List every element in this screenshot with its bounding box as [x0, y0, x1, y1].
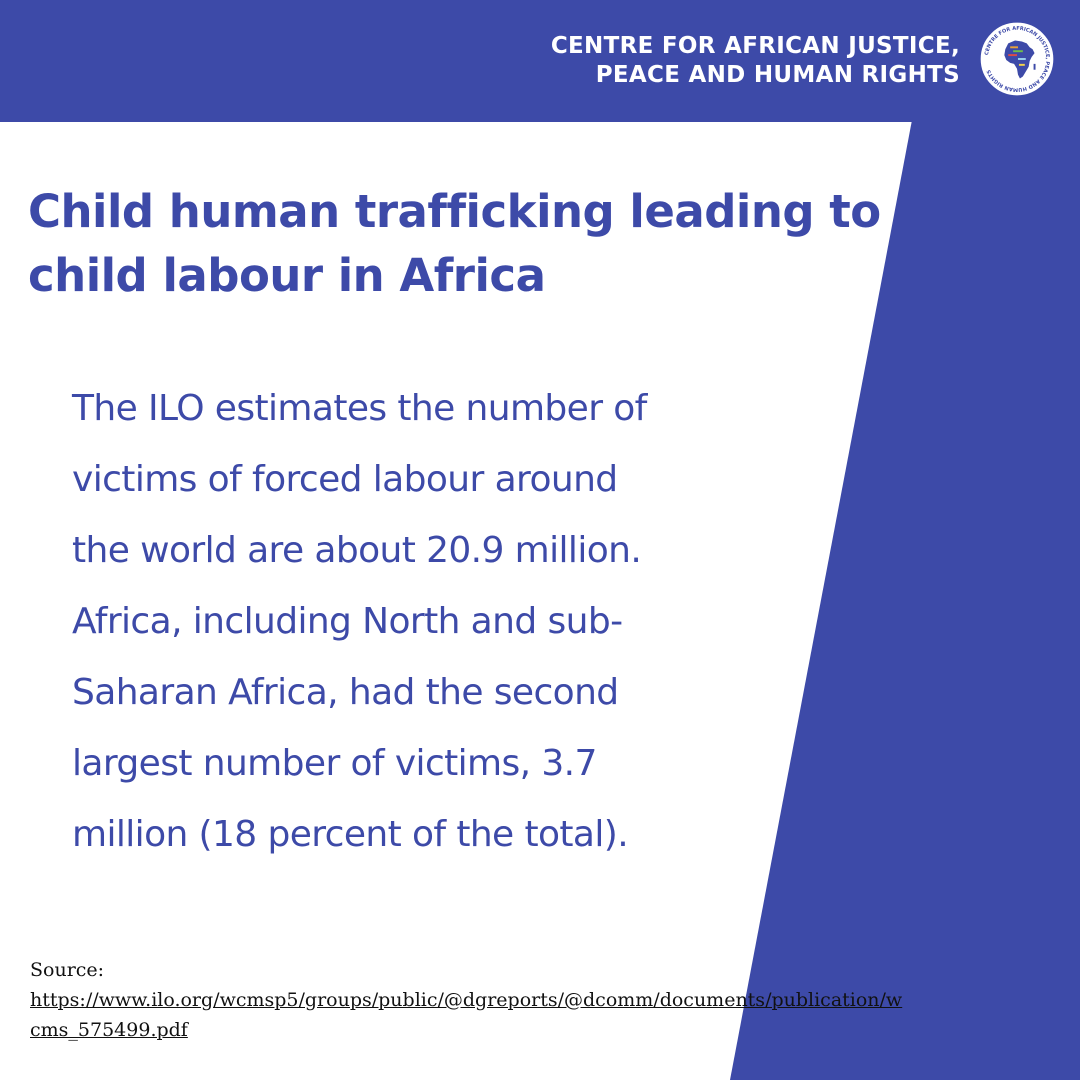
body-line: Africa, including North and sub-	[72, 601, 623, 642]
body-paragraph: The ILO estimates the number of victims …	[72, 373, 772, 870]
source-link-line1[interactable]: https://www.ilo.org/wcmsp5/groups/public…	[30, 989, 903, 1011]
source-label: Source:	[30, 959, 105, 981]
source-citation: Source: https://www.ilo.org/wcmsp5/group…	[30, 955, 1060, 1045]
header-band	[0, 0, 1080, 122]
body-line: victims of forced labour around	[72, 459, 618, 500]
body-line: the world are about 20.9 million.	[72, 530, 642, 571]
body-line: largest number of victims, 3.7	[72, 743, 597, 784]
headline: Child human trafficking leading to child…	[28, 180, 898, 308]
organization-name: CENTRE FOR AFRICAN JUSTICE, PEACE AND HU…	[551, 32, 960, 90]
headline-line2: child labour in Africa	[28, 249, 546, 302]
org-name-line2: PEACE AND HUMAN RIGHTS	[595, 62, 960, 88]
diagonal-panel	[730, 120, 1080, 1080]
body-line: The ILO estimates the number of	[72, 388, 647, 429]
headline-line1: Child human trafficking leading to	[28, 185, 881, 238]
source-link-line2[interactable]: cms_575499.pdf	[30, 1019, 188, 1041]
org-name-line1: CENTRE FOR AFRICAN JUSTICE,	[550, 33, 960, 59]
africa-map-logo: CENTRE FOR AFRICAN JUSTICE, PEACE AND HU…	[979, 21, 1055, 97]
body-line: million (18 percent of the total).	[72, 814, 629, 855]
body-line: Saharan Africa, had the second	[72, 672, 619, 713]
